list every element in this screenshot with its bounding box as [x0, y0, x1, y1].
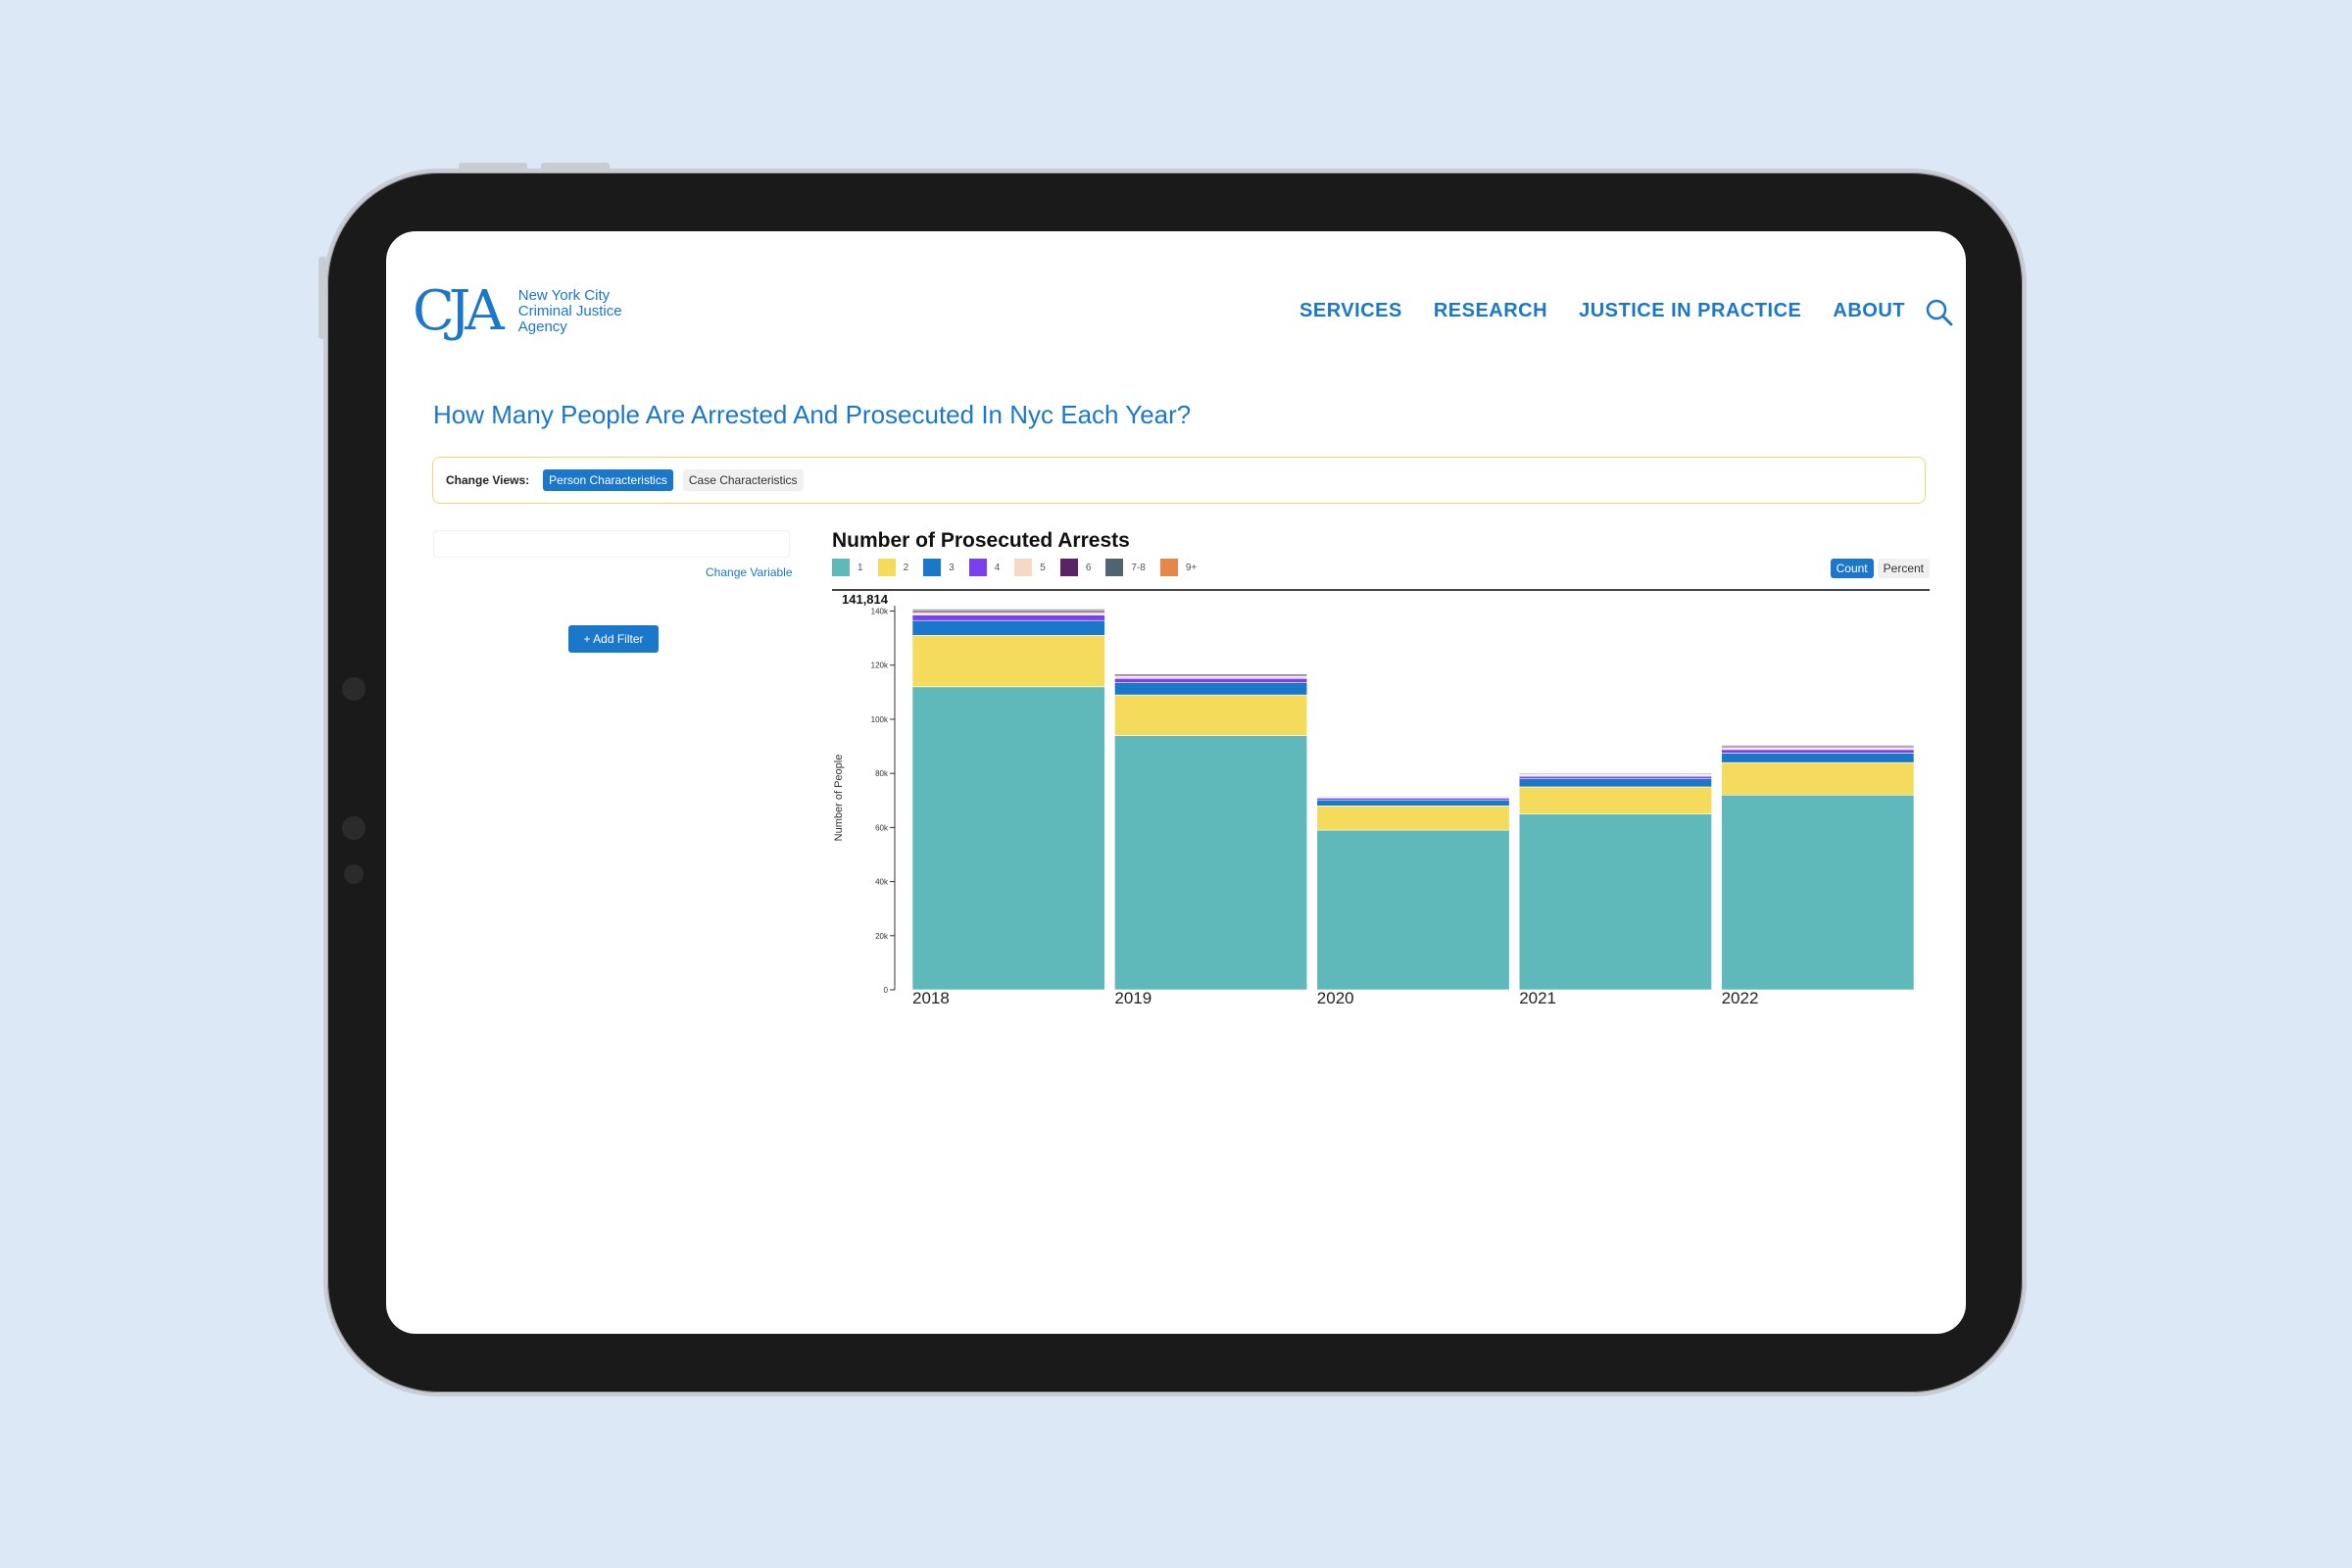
screen: CJA New York City Criminal Justice Agenc… [386, 231, 1966, 1334]
bar-segment [1316, 799, 1510, 807]
bar-segment [1114, 672, 1308, 675]
variable-select[interactable] [433, 530, 790, 558]
bar-segment [1721, 794, 1915, 991]
nav-justice-in-practice[interactable]: JUSTICE IN PRACTICE [1579, 300, 1802, 321]
y-tick-label: 80k [875, 769, 889, 778]
legend-item[interactable]: 1 [832, 559, 863, 576]
change-views-bar: Change Views: Person Characteristics Cas… [432, 457, 1926, 504]
volume-button-top [459, 163, 527, 171]
legend-swatch [832, 559, 850, 576]
change-views-label: Change Views: [446, 473, 530, 487]
bar-segment [1721, 761, 1915, 796]
chart-title: Number of Prosecuted Arrests [832, 529, 1130, 552]
legend-swatch [923, 559, 942, 576]
legend-swatch [877, 559, 896, 576]
legend-swatch [968, 559, 987, 576]
y-tick-label: 140k [871, 608, 889, 616]
legend-item[interactable]: 5 [1014, 559, 1046, 576]
legend-item[interactable]: 7-8 [1105, 559, 1146, 576]
y-tick-label: 40k [875, 878, 889, 887]
camera-dot [344, 864, 364, 884]
legend-item[interactable]: 4 [968, 559, 1001, 576]
camera-dot [342, 677, 366, 701]
change-variable-link[interactable]: Change Variable [706, 565, 793, 579]
y-axis-label: Number of People [833, 755, 845, 842]
bar-segment [1316, 829, 1510, 991]
y-tick-label: 120k [871, 662, 889, 670]
legend-label: 9+ [1185, 562, 1198, 573]
bar-segment [911, 686, 1105, 991]
search-icon[interactable] [1925, 298, 1954, 327]
legend-swatch [1059, 559, 1078, 576]
percent-button[interactable]: Percent [1877, 559, 1930, 578]
legend-swatch [1159, 559, 1178, 576]
bar-segment [1114, 694, 1308, 736]
logo-mark: CJA [413, 279, 505, 343]
add-filter-button[interactable]: + Add Filter [568, 625, 659, 653]
bar-segment [1518, 813, 1712, 991]
y-tick-label: 20k [875, 932, 889, 941]
nav-about[interactable]: ABOUT [1833, 300, 1905, 321]
legend-label: 6 [1085, 562, 1092, 573]
legend-item[interactable]: 3 [923, 559, 955, 576]
y-tick-label: 100k [871, 715, 889, 724]
x-tick-label: 2020 [1317, 989, 1354, 1007]
y-tick-label: 60k [875, 823, 889, 832]
chart-legend: 1 2 3 4 5 6 7-8 9+ [832, 559, 1197, 576]
page-title: How Many People Are Arrested And Prosecu… [433, 400, 1192, 429]
x-tick-label: 2018 [912, 989, 950, 1007]
volume-button-top-2 [541, 163, 610, 171]
max-value-label: 141,814 [842, 594, 889, 607]
nav-research[interactable]: RESEARCH [1433, 300, 1548, 321]
bar-segment [1316, 805, 1510, 831]
main-nav: SERVICES RESEARCH JUSTICE IN PRACTICE AB… [1299, 300, 1905, 322]
legend-label: 3 [949, 562, 955, 573]
legend-swatch [1014, 559, 1033, 576]
legend-item[interactable]: 9+ [1159, 559, 1198, 576]
bar-segment [1721, 753, 1915, 763]
y-tick-label: 0 [884, 986, 889, 995]
stacked-bar-chart: 141,814 0 20k 40k 60k 80k 100k 120k 140k Number o… [833, 594, 1915, 1007]
legend-label: 2 [903, 562, 909, 573]
logo-text: New York City Criminal Justice Agency [517, 287, 622, 335]
legend-item[interactable]: 2 [877, 559, 909, 576]
bar-segment [1518, 786, 1712, 814]
x-tick-label: 2021 [1519, 989, 1556, 1007]
legend-label: 4 [994, 562, 1001, 573]
bar-segment [1518, 775, 1712, 779]
bar-segment [1721, 744, 1915, 746]
legend-label: 5 [1040, 562, 1046, 573]
legend-item[interactable]: 6 [1059, 559, 1092, 576]
x-tick-label: 2019 [1114, 989, 1152, 1007]
person-characteristics-button[interactable]: Person Characteristics [543, 469, 673, 491]
bar-segment [1114, 682, 1308, 696]
bar-segment [1721, 749, 1915, 754]
count-button[interactable]: Count [1830, 559, 1874, 578]
bar-segment [911, 635, 1105, 688]
bar-segment [911, 614, 1105, 621]
legend-label: 7-8 [1131, 562, 1146, 573]
legend-label: 1 [858, 562, 863, 573]
x-tick-label: 2022 [1722, 989, 1759, 1007]
bar-segment [911, 612, 1105, 615]
power-button [318, 257, 326, 339]
bar-segment [1114, 677, 1308, 683]
case-characteristics-button[interactable]: Case Characteristics [682, 469, 804, 491]
camera-dot [342, 816, 366, 840]
bar-segment [1518, 778, 1712, 788]
legend-swatch [1105, 559, 1124, 576]
cja-logo[interactable]: CJA New York City Criminal Justice Agenc… [413, 284, 622, 339]
chart-divider [832, 589, 1930, 591]
bar-segment [911, 609, 1105, 611]
bar-segment [911, 619, 1105, 636]
nav-services[interactable]: SERVICES [1299, 300, 1402, 321]
bar-segment [1114, 735, 1308, 991]
count-percent-toggle: Count Percent [1830, 559, 1930, 578]
